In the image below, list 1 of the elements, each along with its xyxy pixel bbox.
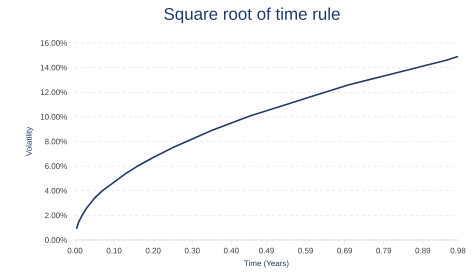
chart-title: Square root of time rule xyxy=(164,8,340,24)
